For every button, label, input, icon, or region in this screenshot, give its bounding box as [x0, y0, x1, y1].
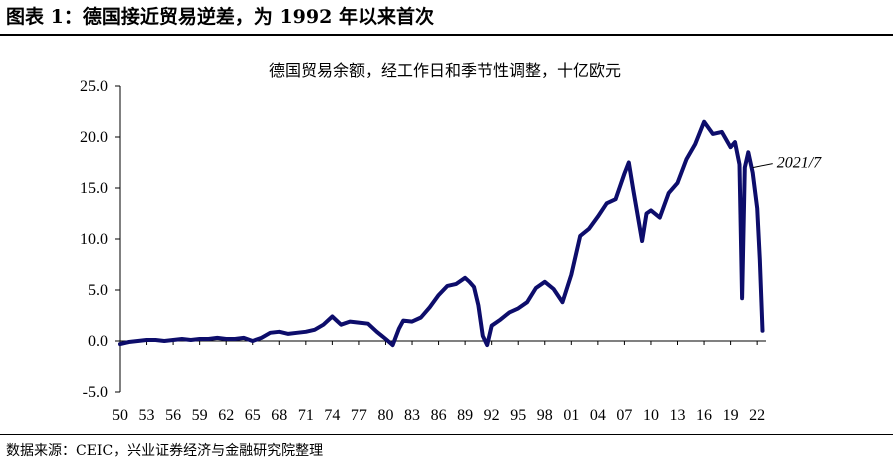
- annotation-leader: [752, 163, 773, 169]
- x-tick-label: 19: [723, 407, 739, 424]
- x-tick-label: 77: [351, 407, 367, 424]
- x-tick-label: 80: [377, 407, 393, 424]
- x-tick-label: 74: [324, 407, 340, 424]
- y-tick-label: 25.0: [80, 78, 108, 95]
- x-tick-label: 22: [749, 407, 765, 424]
- x-tick-label: 56: [165, 407, 181, 424]
- x-tick-label: 98: [537, 407, 553, 424]
- x-tick-label: 65: [245, 407, 261, 424]
- x-tick-label: 71: [298, 407, 314, 424]
- plot-area: [118, 119, 765, 348]
- figure-title: 图表 1：德国接近贸易逆差，为 1992 年以来首次: [6, 6, 434, 28]
- source-note: 数据来源：CEIC，兴业证券经济与金融研究院整理: [6, 443, 324, 459]
- annotation-label: 2021/7: [777, 155, 822, 172]
- series-line: [118, 119, 765, 348]
- chart-title: 德国贸易余额，经工作日和季节性调整，十亿欧元: [269, 61, 621, 80]
- x-tick-label: 16: [696, 407, 712, 424]
- x-tick-label: 62: [218, 407, 234, 424]
- y-tick-label: 10.0: [80, 231, 108, 248]
- bottom-rule: [0, 434, 893, 435]
- x-tick-label: 83: [404, 407, 420, 424]
- trade-balance-chart: 德国贸易余额，经工作日和季节性调整，十亿欧元 25.0 20.0 15.0 10.0 5…: [80, 61, 822, 424]
- x-tick-label: 68: [271, 407, 287, 424]
- x-tick-label: 50: [112, 407, 128, 424]
- x-tick-label: 89: [457, 407, 473, 424]
- y-tick-label: -5.0: [83, 384, 108, 401]
- y-axis: 25.0 20.0 15.0 10.0 5.0 0.0 -5.0: [80, 78, 121, 401]
- x-tick-label: 53: [139, 407, 155, 424]
- x-tick-label: 01: [563, 407, 579, 424]
- top-rule: [0, 34, 893, 36]
- y-tick-label: 15.0: [80, 180, 108, 197]
- x-tick-label: 04: [590, 407, 606, 424]
- y-tick-label: 0.0: [88, 333, 108, 350]
- x-tick-label: 59: [192, 407, 208, 424]
- x-axis: 50 53 56 59 62 65 68 71 74 77 80 83 86 89 92 95 98 01 04 07…: [112, 340, 766, 424]
- y-tick-label: 5.0: [88, 282, 108, 299]
- annotation: 2021/7: [752, 155, 822, 172]
- x-tick-label: 13: [670, 407, 686, 424]
- x-tick-label: 86: [431, 407, 447, 424]
- x-tick-label: 10: [643, 407, 659, 424]
- x-tick-label: 07: [616, 407, 632, 424]
- x-tick-label: 95: [510, 407, 526, 424]
- x-tick-label: 92: [484, 407, 500, 424]
- y-tick-label: 20.0: [80, 129, 108, 146]
